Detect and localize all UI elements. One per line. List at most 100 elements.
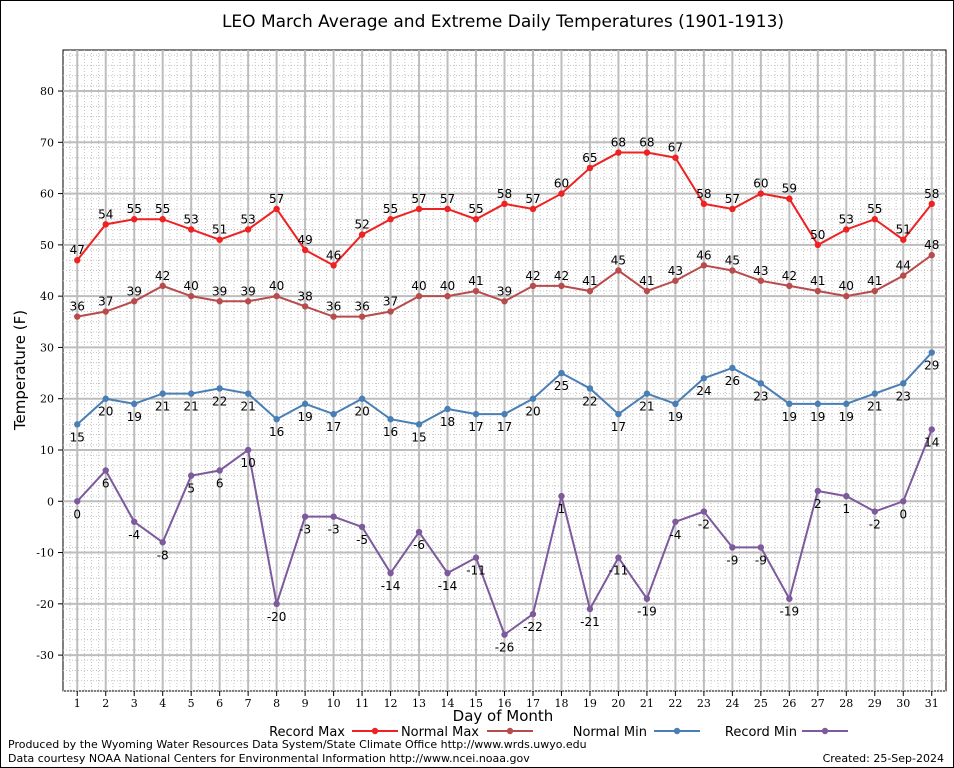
normal-min-point <box>672 400 679 408</box>
x-tick-label: 26 <box>782 697 796 710</box>
record-max-data-label: 53 <box>184 212 199 226</box>
x-tick-label: 14 <box>441 697 455 710</box>
normal-max-point <box>757 277 765 284</box>
record-max-point <box>159 216 166 223</box>
normal-min-point <box>159 390 166 397</box>
normal-max-point <box>615 267 622 274</box>
record-max-data-label: 46 <box>326 248 341 262</box>
chart-title: LEO March Average and Extreme Daily Temp… <box>222 12 784 32</box>
record-max-data-label: 58 <box>497 187 512 201</box>
normal-min-data-label: 18 <box>440 415 455 429</box>
normal-max-point <box>131 298 138 305</box>
record-min-data-label: -8 <box>157 548 169 562</box>
record-max-point <box>74 257 81 264</box>
footer-data-courtesy: Data courtesy NOAA National Centers for … <box>8 752 530 765</box>
y-tick-label: -20 <box>36 598 54 611</box>
record-min-data-label: 1 <box>558 502 566 516</box>
normal-max-point <box>501 298 508 305</box>
x-tick-label: 22 <box>668 697 682 710</box>
normal-min-point <box>472 410 480 418</box>
normal-max-data-label: 37 <box>383 295 398 309</box>
normal-max-data-label: 39 <box>212 284 227 298</box>
y-axis-title: Temperature (F) <box>11 310 29 431</box>
normal-max-data-label: 45 <box>611 254 626 268</box>
record-min-data-label: -4 <box>669 528 681 542</box>
normal-min-point <box>843 400 850 408</box>
record-max-point <box>558 190 565 197</box>
record-min-point <box>244 446 252 454</box>
record-max-point <box>216 236 223 243</box>
legend-marker-normal-max <box>506 727 514 735</box>
normal-max-point <box>871 287 878 295</box>
normal-min-point <box>729 364 736 372</box>
record-max-point <box>814 241 822 249</box>
footer-produced-by: Produced by the Wyoming Water Resources … <box>8 738 587 751</box>
record-min-point <box>615 554 622 561</box>
record-max-data-label: 57 <box>269 192 284 206</box>
x-axis-ticks: 1 2 3 4 5 6 7 8 9 10 11 12 13 14 15 16 17 18 19 20 21 22 23 24 2… <box>74 691 939 710</box>
y-tick-label: 60 <box>40 188 54 201</box>
normal-min-data-label: 21 <box>184 400 199 414</box>
record-min-data-label: -2 <box>869 518 881 532</box>
normal-max-data-label: 40 <box>184 279 199 293</box>
normal-min-data-label: 22 <box>582 394 597 408</box>
record-max-point <box>387 216 394 223</box>
record-min-point <box>415 528 423 536</box>
series-normal-max: 36 37 39 42 40 39 39 40 38 36 36 37 40 40 41 39 42 42 41 45… <box>70 238 939 320</box>
normal-max-point <box>843 292 850 300</box>
normal-min-data-label: 21 <box>155 400 170 414</box>
legend: Record Max Normal Max Normal Min Record Min <box>269 725 848 740</box>
record-min-data-label: 14 <box>924 435 939 449</box>
normal-max-data-label: 40 <box>839 279 854 293</box>
normal-min-point <box>415 421 423 428</box>
normal-max-data-label: 41 <box>867 274 882 288</box>
record-max-point <box>643 149 651 156</box>
record-max-point <box>358 231 366 238</box>
normal-min-data-label: 15 <box>411 430 426 444</box>
normal-min-data-label: 22 <box>212 394 227 408</box>
normal-max-point <box>928 251 935 259</box>
record-min-point <box>187 472 195 479</box>
normal-min-data-label: 17 <box>497 420 512 434</box>
normal-max-data-label: 39 <box>127 284 142 298</box>
normal-min-data-label: 16 <box>383 425 398 439</box>
record-max-point <box>301 246 309 254</box>
normal-max-point <box>330 313 337 320</box>
normal-min-data-label: 19 <box>782 410 797 424</box>
record-max-point <box>529 205 537 213</box>
y-tick-label: 70 <box>40 136 54 149</box>
normal-min-data-label: 17 <box>326 420 341 434</box>
record-max-data-label: 57 <box>411 192 426 206</box>
legend-marker-normal-min <box>673 727 681 735</box>
record-max-data-label: 50 <box>810 228 825 242</box>
normal-min-data-label: 29 <box>924 359 939 373</box>
record-max-data-label: 58 <box>924 187 939 201</box>
record-max-point <box>900 236 907 243</box>
record-max-data-label: 57 <box>725 192 740 206</box>
record-min-point <box>529 610 537 618</box>
x-tick-label: 15 <box>469 697 483 710</box>
y-tick-label: 40 <box>40 290 54 303</box>
normal-max-point <box>558 282 565 290</box>
record-min-point <box>700 508 708 515</box>
record-min-point <box>102 467 109 474</box>
record-max-data-label: 55 <box>867 202 882 216</box>
normal-min-data-label: 19 <box>668 410 683 424</box>
normal-max-point <box>244 298 252 305</box>
normal-min-data-label: 19 <box>810 410 825 424</box>
x-tick-label: 6 <box>216 697 223 710</box>
legend-marker-record-min <box>821 727 829 735</box>
normal-max-point <box>672 277 679 284</box>
record-min-data-label: -14 <box>438 579 458 593</box>
record-max-data-label: 55 <box>468 202 483 216</box>
record-min-point <box>301 513 309 520</box>
x-tick-label: 30 <box>896 697 910 710</box>
normal-max-point <box>387 308 394 315</box>
record-max-data-label: 58 <box>696 187 711 201</box>
legend-marker-record-max <box>371 727 379 735</box>
y-tick-label: 50 <box>40 239 54 252</box>
normal-min-point <box>871 390 878 397</box>
record-min-point <box>900 498 907 505</box>
normal-max-point <box>786 282 793 290</box>
x-tick-label: 20 <box>611 697 625 710</box>
